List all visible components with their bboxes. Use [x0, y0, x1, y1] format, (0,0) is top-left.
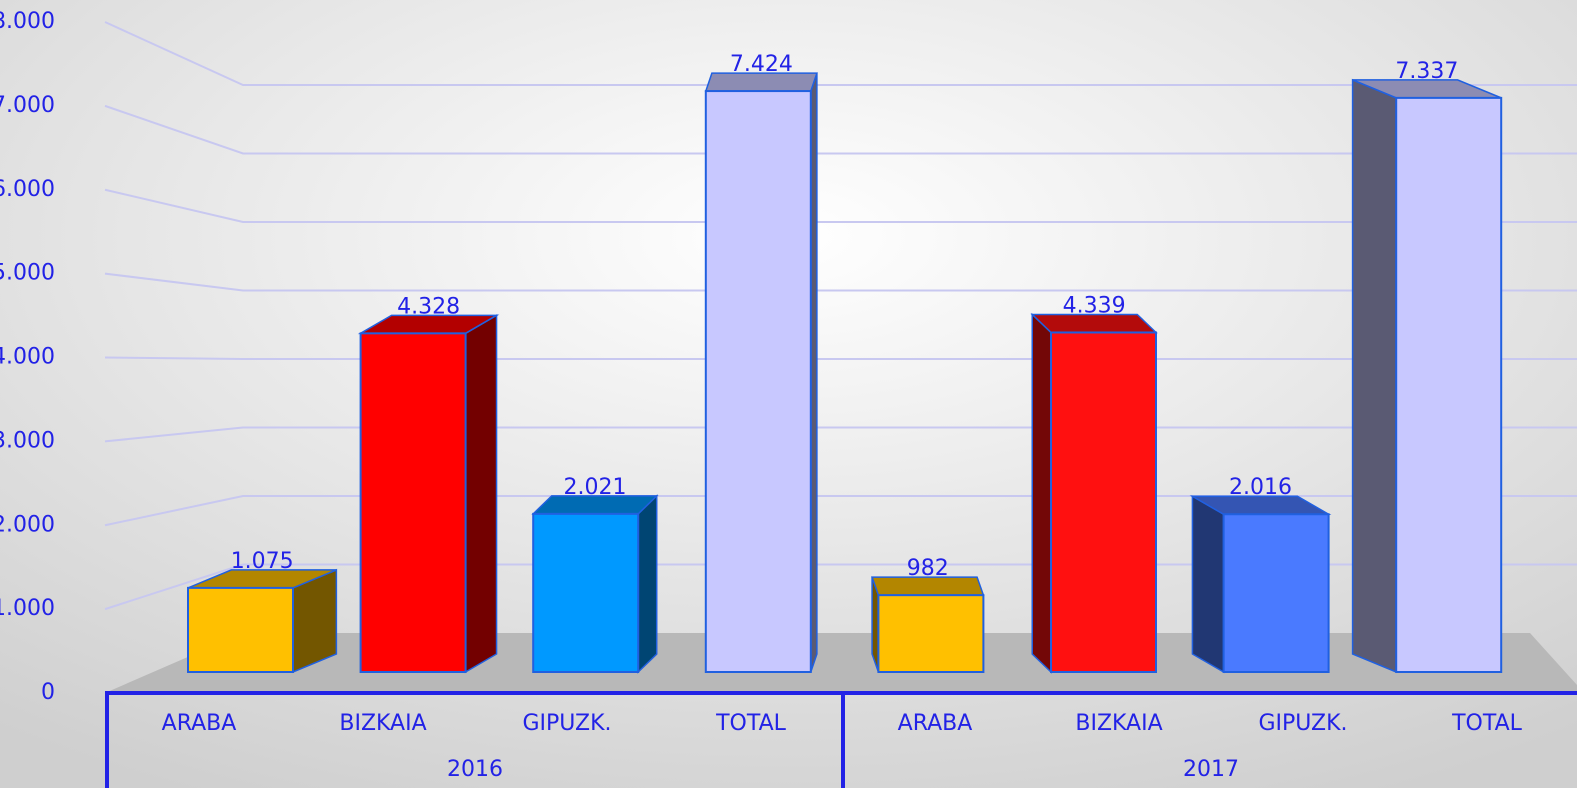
value-label: 2.021: [563, 475, 626, 500]
bar-group: [531, 494, 659, 674]
y-tick-label: 6.000: [0, 177, 55, 202]
value-label: 2.016: [1229, 475, 1292, 500]
value-label: 4.328: [397, 294, 460, 319]
x-tick-label: GIPUZK.: [522, 711, 611, 736]
bar-side: [1191, 494, 1225, 674]
grid-line: [104, 188, 1577, 223]
bar: [532, 512, 640, 673]
bar-side: [464, 314, 498, 674]
bar-side: [1031, 312, 1052, 674]
x-tick-label: TOTAL: [715, 711, 787, 736]
group-label: 2017: [1183, 757, 1239, 782]
y-tick-label: 2.000: [0, 512, 55, 537]
bar: [187, 586, 294, 673]
y-tick-label: 7.000: [0, 93, 55, 118]
x-tick-label: BIZKAIA: [1075, 711, 1162, 736]
bar: [1222, 513, 1330, 673]
y-tick-label: 5.000: [0, 261, 55, 286]
x-tick-label: TOTAL: [1451, 711, 1523, 736]
value-label: 7.337: [1395, 59, 1458, 84]
value-label: 4.339: [1063, 293, 1126, 318]
bar: [359, 332, 467, 673]
group-label: 2016: [447, 757, 503, 782]
x-tick-label: GIPUZK.: [1258, 711, 1347, 736]
bar-side: [637, 494, 658, 674]
bar-group: [187, 568, 338, 674]
y-tick-label: 4.000: [0, 345, 55, 370]
x-tick-label: ARABA: [162, 711, 237, 736]
bar-group: [1030, 312, 1158, 674]
y-tick-label: 8.000: [0, 9, 55, 34]
grid-line: [104, 272, 1577, 292]
x-tick-label: ARABA: [898, 711, 973, 736]
y-tick-label: 1.000: [0, 596, 55, 621]
bar: [877, 594, 985, 674]
bar-side: [1351, 78, 1397, 674]
bar: [1050, 331, 1157, 673]
bar-group: [357, 314, 500, 674]
bar-group: [1351, 78, 1503, 674]
bar-group: [1189, 494, 1332, 674]
y-tick-label: 0: [41, 680, 55, 705]
x-tick-label: BIZKAIA: [339, 711, 426, 736]
grid-line: [104, 21, 1577, 86]
bar-group: [704, 72, 818, 673]
value-label: 1.075: [231, 549, 294, 574]
bar: [704, 90, 812, 673]
bar-group: [871, 576, 985, 674]
y-tick-label: 3.000: [0, 428, 55, 453]
bar: [1395, 96, 1503, 673]
value-label: 982: [907, 556, 949, 581]
grid-line: [104, 104, 1577, 155]
value-label: 7.424: [730, 52, 793, 77]
